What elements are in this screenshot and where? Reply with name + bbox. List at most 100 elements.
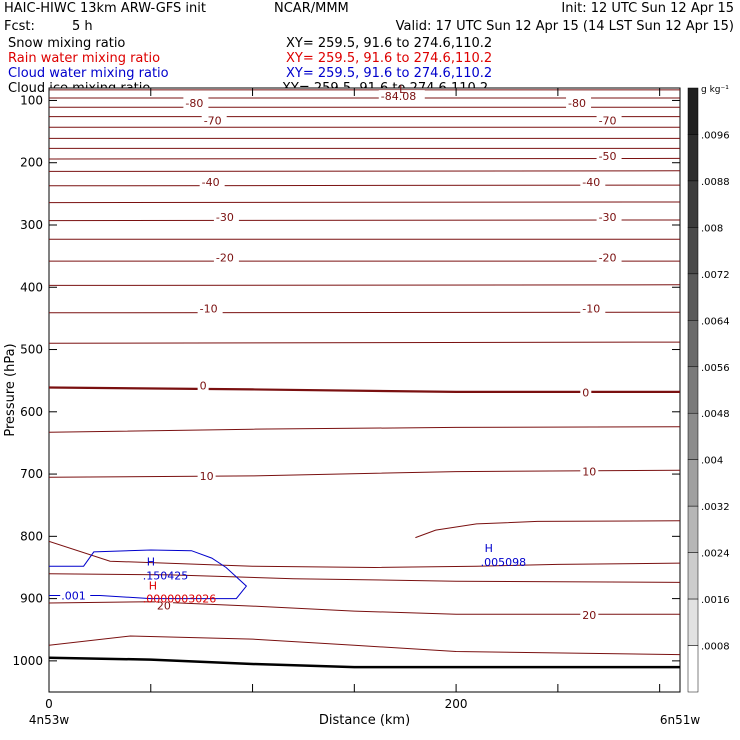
contour-label-bg: [213, 251, 239, 264]
contour-label-bg: [378, 90, 425, 103]
y-axis-tick-label: 200: [20, 156, 43, 170]
contour-label-bg: [596, 251, 622, 264]
temperature-contour-label: -10: [582, 302, 600, 315]
rain-water-max-value: .0000003026: [143, 593, 216, 606]
temperature-contour: [49, 219, 680, 222]
contour-label-bg: [199, 176, 225, 189]
field-name-cloud-water: Cloud water mixing ratio: [8, 66, 169, 81]
temperature-contour: [49, 540, 680, 569]
temperature-contour: [49, 341, 680, 344]
center-title: NCAR/MMM: [274, 1, 349, 16]
init-time: Init: 12 UTC Sun 12 Apr 15: [561, 1, 734, 16]
contour-label-bg: [197, 302, 223, 315]
temperature-contour: [49, 284, 680, 286]
contour-label-bg: [580, 465, 599, 478]
colorbar-unit-label: g kg⁻¹: [701, 85, 729, 95]
cloud-water-max-symbol: H: [147, 556, 155, 569]
contour-label-bg: [596, 210, 622, 223]
temperature-contour: [415, 520, 680, 539]
temperature-contour: [49, 469, 680, 478]
contour-label-bg: [154, 599, 173, 612]
colorbar-swatch: [687, 598, 699, 646]
temperature-contour-label: -30: [216, 211, 234, 224]
temperature-contour: [49, 635, 680, 656]
x-axis-left-endpoint-label: 4n53w: [29, 713, 70, 727]
model-title: HAIC-HIWC 13km ARW-GFS init: [4, 1, 206, 16]
y-axis-tick-label: 100: [20, 93, 43, 107]
x-axis-tick-label: 0: [45, 697, 53, 711]
colorbar-level-label: .0024: [701, 549, 730, 560]
y-axis-tick-label: 800: [20, 529, 43, 543]
temperature-contour-label: -30: [599, 211, 617, 224]
temperature-contour: [49, 386, 680, 393]
temperature-contour-label: -40: [582, 176, 600, 189]
colorbar-swatch: [687, 552, 699, 600]
temperature-contour-label: 0: [200, 380, 207, 393]
rain-water-max-symbol: H: [149, 580, 157, 593]
temperature-contour-label: -80: [568, 97, 586, 110]
contour-label-bg: [580, 608, 599, 621]
temperature-contour: [49, 184, 680, 187]
colorbar-level-label: .008: [701, 223, 723, 234]
cloud-water-max-value: .005098: [481, 556, 526, 569]
temperature-contour-label: 0: [582, 386, 589, 399]
temperature-contour: [49, 601, 680, 615]
temperature-contour-label: -20: [216, 251, 234, 264]
colorbar-swatch: [687, 320, 699, 368]
colorbar-level-label: .0008: [701, 642, 730, 653]
temperature-contour: [49, 170, 680, 172]
temperature-contour-label: -20: [599, 251, 617, 264]
y-axis-tick-label: 300: [20, 218, 43, 232]
contour-label-bg: [183, 96, 209, 109]
temperature-contour-label: 10: [582, 466, 596, 479]
temperature-contour-label: -50: [599, 150, 617, 163]
contour-label-bg: [201, 114, 227, 127]
colorbar-level-label: .0088: [701, 177, 730, 188]
temperature-contour-label: 10: [200, 470, 214, 483]
contour-label-bg: [580, 386, 592, 399]
colorbar-level-label: .0048: [701, 409, 730, 420]
y-axis-tick-label: 1000: [12, 654, 43, 668]
cloud-water-contour-label: .001: [61, 589, 86, 602]
plot-contents: [49, 89, 680, 669]
colorbar-swatch: [687, 180, 699, 228]
valid-time: Valid: 17 UTC Sun 12 Apr 15 (14 LST Sun …: [395, 19, 734, 34]
x-axis-title: Distance (km): [319, 713, 410, 728]
field-xy-rain: XY= 259.5, 91.6 to 274.6,110.2: [286, 51, 493, 66]
temperature-contour-label: -80: [185, 97, 203, 110]
contour-label-bg: [580, 302, 606, 315]
forecast-label: Fcst:: [4, 19, 35, 34]
colorbar-swatch: [687, 134, 699, 182]
contour-label-bg: [213, 210, 239, 223]
cloud-water-contour: [49, 549, 248, 600]
colorbar-level-label: .0096: [701, 130, 730, 141]
temperature-contour-label: -40: [202, 176, 220, 189]
field-name-rain: Rain water mixing ratio: [8, 51, 161, 66]
forecast-hours: 5 h: [72, 19, 93, 34]
contour-label-bg: [566, 96, 592, 109]
colorbar-level-label: .0064: [701, 316, 730, 327]
temperature-contour-label: 20: [582, 609, 596, 622]
field-xy-cloud-water: XY= 259.5, 91.6 to 274.6,110.2: [286, 66, 493, 81]
temperature-contour: [49, 157, 680, 160]
temperature-contour: [49, 311, 680, 314]
temperature-contour-label: 20: [157, 599, 171, 612]
temperature-contour-label: -70: [599, 114, 617, 127]
y-axis-tick-label: 500: [20, 343, 43, 357]
temperature-contour-label: -84.08: [381, 90, 416, 103]
y-axis-title: Pressure (hPa): [3, 343, 18, 436]
colorbar-swatch: [687, 645, 699, 693]
temperature-contour-label: -10: [200, 302, 218, 315]
x-axis-right-endpoint-label: 6n51w: [660, 713, 701, 727]
temperature-contour: [49, 426, 680, 433]
cloud-water-max-value: .150425: [143, 570, 189, 583]
colorbar-level-label: .0072: [701, 270, 730, 281]
terrain-surface-line: [49, 656, 680, 669]
colorbar-swatch: [687, 459, 699, 507]
temperature-contour: [49, 573, 680, 583]
y-axis-tick-label: 900: [20, 592, 43, 606]
field-name-snow: Snow mixing ratio: [8, 36, 126, 51]
contour-label-bg: [197, 379, 209, 392]
contour-label-bg: [60, 589, 91, 602]
